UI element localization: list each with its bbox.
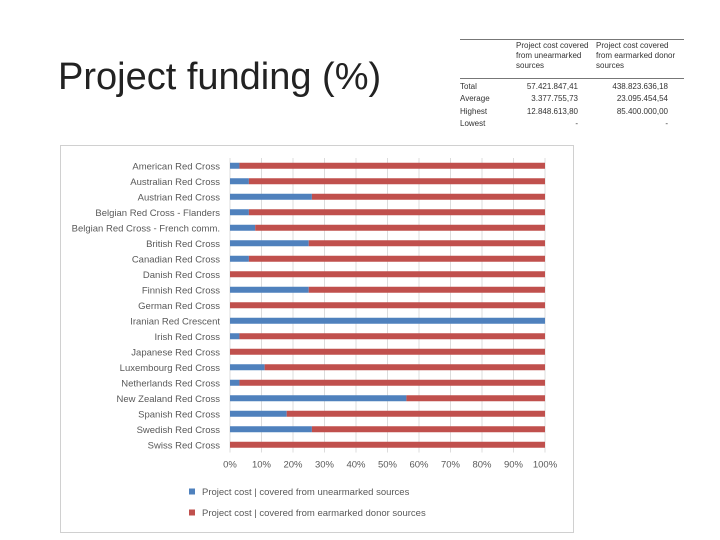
stats-total-unearmarked: 57.421.847,41 — [526, 82, 578, 91]
bar-earmarked — [308, 240, 545, 247]
category-label: Belgian Red Cross - French comm. — [72, 223, 220, 234]
bar-unearmarked — [230, 162, 240, 169]
stats-highest-unearmarked: 12.848.613,80 — [526, 107, 578, 116]
category-label: Spanish Red Cross — [138, 409, 220, 420]
bar-unearmarked — [230, 286, 309, 293]
x-tick-label: 50% — [378, 460, 398, 471]
x-tick-label: 100% — [533, 460, 558, 471]
category-label: New Zealand Red Cross — [117, 394, 221, 405]
bar-earmarked — [286, 410, 545, 417]
legend-label: Project cost | covered from unearmarked … — [202, 487, 410, 498]
bar-earmarked — [308, 286, 545, 293]
bar-unearmarked — [230, 426, 312, 433]
x-tick-label: 60% — [409, 460, 429, 471]
bar-unearmarked — [230, 410, 287, 417]
bar-unearmarked — [230, 240, 309, 247]
category-label: Belgian Red Cross - Flanders — [95, 208, 220, 219]
stats-average-unearmarked: 3.377.755,73 — [531, 94, 578, 103]
bar-earmarked — [239, 379, 545, 386]
x-tick-label: 10% — [252, 460, 272, 471]
bar-unearmarked — [230, 209, 249, 216]
x-tick-label: 30% — [315, 460, 335, 471]
bar-earmarked — [230, 271, 545, 278]
stats-lowest-earmarked: - — [665, 119, 668, 128]
bar-unearmarked — [230, 178, 249, 185]
funding-bar-chart: American Red Cross Australian Red Cross Au… — [72, 158, 558, 519]
bar-earmarked — [255, 224, 545, 231]
stats-header-unearmarked: Project cost covered from unearmarked so… — [516, 41, 589, 70]
stats-lowest-unearmarked: - — [575, 119, 578, 128]
legend-label: Project cost | covered from earmarked do… — [202, 508, 426, 519]
category-label: Austrian Red Cross — [138, 192, 221, 203]
stats-row-label-highest: Highest — [460, 107, 488, 116]
legend-swatch — [189, 509, 195, 516]
category-label: German Red Cross — [138, 301, 220, 312]
category-label: Netherlands Red Cross — [121, 378, 220, 389]
category-label: Swiss Red Cross — [148, 440, 221, 451]
bar-earmarked — [230, 441, 545, 448]
x-tick-label: 70% — [441, 460, 461, 471]
stats-row-label-lowest: Lowest — [460, 119, 486, 128]
bar-unearmarked — [230, 333, 240, 340]
legend-swatch — [189, 488, 195, 495]
slide-title: Project funding (%) — [58, 56, 382, 98]
bar-unearmarked — [230, 255, 249, 262]
chart-frame: American Red Cross Australian Red Cross Au… — [60, 145, 574, 533]
bar-unearmarked — [230, 395, 407, 402]
stats-row-label-total: Total — [460, 82, 477, 91]
bar-earmarked — [239, 333, 545, 340]
category-label: Iranian Red Crescent — [130, 316, 220, 327]
stats-header-rule — [460, 78, 684, 79]
category-label: Danish Red Cross — [143, 270, 220, 281]
bar-earmarked — [406, 395, 545, 402]
stats-average-earmarked: 23.095.454,54 — [616, 94, 668, 103]
bar-earmarked — [248, 178, 545, 185]
bar-unearmarked — [230, 364, 265, 371]
stats-total-earmarked: 438.823.636,18 — [612, 82, 668, 91]
x-tick-label: 40% — [346, 460, 366, 471]
bar-unearmarked — [230, 224, 256, 231]
category-label: American Red Cross — [132, 161, 220, 172]
category-label: Finnish Red Cross — [142, 285, 220, 296]
stats-top-rule — [460, 39, 684, 40]
x-tick-label: 0% — [223, 460, 237, 471]
category-label: Canadian Red Cross — [132, 254, 220, 265]
bar-earmarked — [311, 426, 545, 433]
bar-unearmarked — [230, 317, 545, 324]
category-label: Swedish Red Cross — [137, 425, 221, 436]
category-label: British Red Cross — [146, 239, 220, 250]
bar-earmarked — [264, 364, 545, 371]
stats-header-earmarked: Project cost covered from earmarked dono… — [596, 41, 676, 70]
category-label: Irish Red Cross — [155, 332, 221, 343]
bar-earmarked — [239, 162, 545, 169]
category-label: Luxembourg Red Cross — [120, 363, 221, 374]
bar-earmarked — [230, 348, 545, 355]
bar-earmarked — [311, 193, 545, 200]
bar-earmarked — [248, 209, 545, 216]
x-tick-label: 80% — [472, 460, 492, 471]
category-label: Japanese Red Cross — [131, 347, 220, 358]
bar-earmarked — [230, 302, 545, 309]
bar-unearmarked — [230, 379, 240, 386]
bar-unearmarked — [230, 193, 312, 200]
x-tick-label: 20% — [283, 460, 303, 471]
bar-earmarked — [248, 255, 545, 262]
category-label: Australian Red Cross — [130, 177, 220, 188]
stats-highest-earmarked: 85.400.000,00 — [616, 107, 668, 116]
stats-row-label-average: Average — [460, 94, 490, 103]
x-tick-label: 90% — [504, 460, 524, 471]
